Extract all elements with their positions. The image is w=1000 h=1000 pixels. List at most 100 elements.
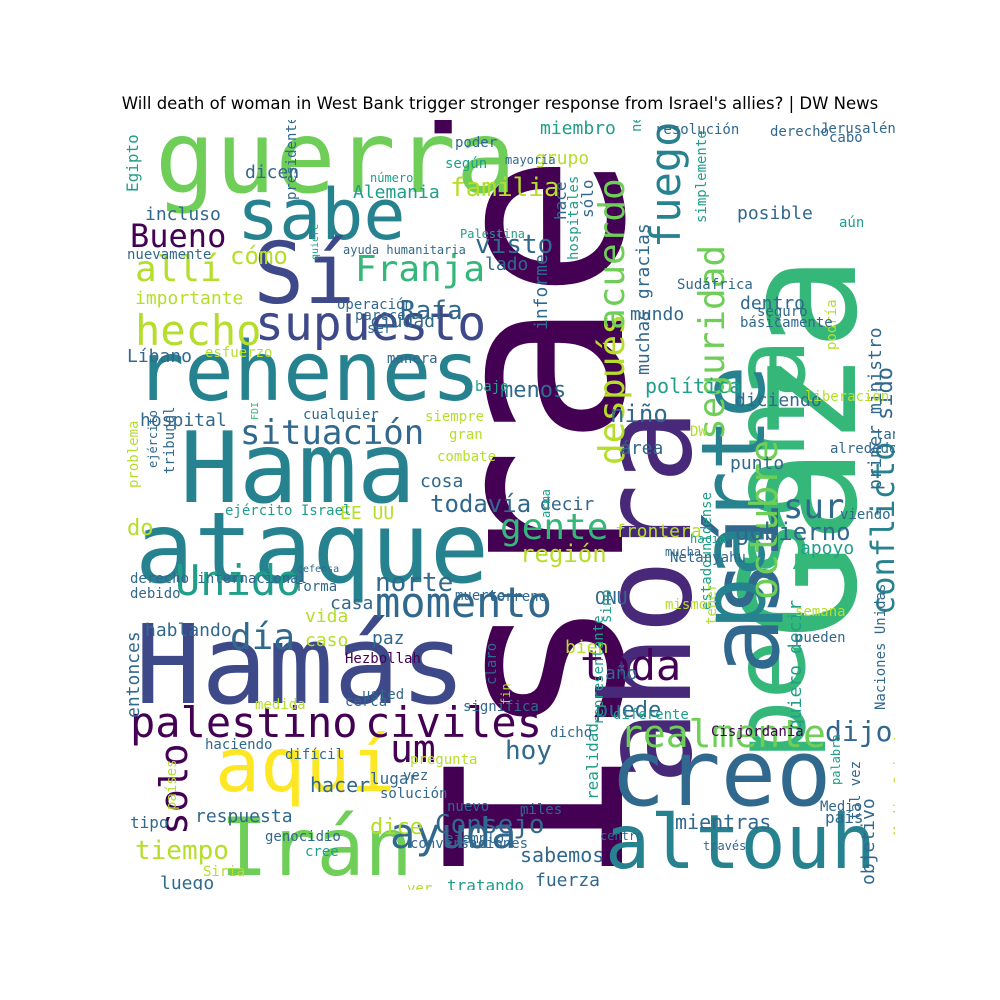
word-forma: forma	[295, 579, 338, 595]
word-mientras: mientras	[675, 810, 772, 834]
word-naciones-unidas: Naciones Unidas	[873, 583, 889, 710]
word-ayuda-humanitaria: ayuda humanitaria	[343, 243, 466, 257]
word-iran: Irán	[220, 801, 413, 890]
word-derecho-internacional: derecho internacional	[130, 571, 308, 587]
word-numero: número	[370, 171, 414, 185]
word-tiempo: tiempo	[135, 836, 229, 866]
word-seguro: seguro	[757, 304, 808, 320]
word-cisjordania: Cisjordania	[711, 724, 804, 740]
word-solucion: solución	[380, 786, 448, 802]
word-quiere: quiere	[310, 223, 321, 260]
word-ver: ver	[407, 881, 433, 890]
word-fdi: FDI	[250, 401, 261, 420]
word-punto: punto	[730, 453, 785, 474]
word-hablando: hablando	[145, 620, 232, 641]
word-terreno: terreno	[488, 589, 548, 605]
word-civiles: civiles	[365, 698, 543, 747]
word-casa: casa	[330, 593, 374, 614]
word-operacion: operación	[337, 297, 413, 313]
word-hoy: hoy	[505, 736, 552, 766]
word-cualquier: cualquier	[303, 407, 379, 423]
word-significa: significa	[463, 699, 539, 715]
word-presidente: presidente	[284, 120, 300, 200]
word-supuesto: supuesto	[255, 296, 487, 352]
word-bajo: bajo	[475, 379, 509, 395]
word-liberacion: liberación	[805, 389, 890, 405]
word-incluso: incluso	[145, 204, 221, 225]
word-ser: ser	[367, 321, 393, 337]
word-um: um	[390, 727, 436, 771]
word-vida: vida	[305, 606, 349, 627]
word-muerto: muerto	[455, 588, 506, 604]
word-toda: toda	[580, 641, 682, 690]
word-siempre: siempre	[425, 409, 485, 425]
word-caso: caso	[305, 630, 349, 651]
word-lugar: lugar	[370, 769, 419, 788]
word-ejercito: ejército	[146, 410, 160, 468]
word-alemania: Alemania	[353, 182, 440, 203]
word-ayuda: ayuda	[390, 809, 517, 858]
word-area: área	[620, 438, 664, 459]
word-do: do	[127, 516, 154, 541]
word-lado: lado	[485, 254, 529, 275]
word-conversaciones: conversaciones	[410, 836, 529, 852]
word-rehenes: rehenes	[135, 325, 481, 420]
word-solo-accent: sólo	[578, 179, 597, 218]
word-palestino: palestino	[130, 698, 358, 747]
word-hospital: hospital	[140, 410, 227, 431]
word-tan: tan	[875, 427, 895, 443]
word-informe: informe	[531, 254, 552, 330]
word-frontera: frontera	[615, 521, 702, 542]
word-luego: luego	[160, 873, 215, 891]
word-tratando: tratando	[447, 876, 525, 891]
word-momento: momento	[375, 578, 553, 627]
word-jerusalen: Jerusalén	[820, 121, 895, 137]
word-ejercito-israel: ejército Israel	[225, 503, 352, 519]
word-defensa: defensa	[297, 564, 340, 575]
word-palestina: Palestina	[460, 227, 526, 241]
word-hezbollah: Hezbollah	[345, 651, 421, 667]
word-debido: debido	[130, 586, 181, 602]
word-sur: sur	[783, 487, 845, 527]
word-todavia: todavía	[430, 490, 532, 518]
word-familia: familia	[450, 173, 560, 203]
word-acuerdo: acuerdo	[592, 178, 633, 330]
word-hama: Hama	[180, 412, 417, 526]
word-genocidio: genocidio	[265, 829, 341, 845]
word-ataque: ataque	[135, 492, 490, 606]
word-pueden: pueden	[795, 630, 846, 646]
word-importante: importante	[135, 288, 244, 309]
word-gran: gran	[449, 427, 483, 443]
word-netanyahu: Netanyahu	[670, 550, 746, 566]
word-ano: año	[605, 663, 638, 684]
word-dentro: dentro	[740, 293, 806, 314]
word-fin: fin	[499, 683, 513, 705]
word-respuesta: respuesta	[195, 806, 293, 827]
word-esfuerzo: esfuerzo	[205, 345, 273, 361]
word-medida: medida	[255, 697, 306, 713]
word-libano: Líbano	[127, 346, 193, 367]
word-gente: gente	[500, 507, 609, 548]
word-derecho: derecho	[770, 124, 830, 140]
word-cerca: cerca	[345, 694, 388, 710]
word-fuerza: fuerza	[535, 870, 601, 890]
word-rafa: Rafa	[400, 296, 463, 326]
word-mismo: mismo	[665, 597, 708, 613]
word-hospitales: hospitales	[566, 175, 582, 260]
word-alli: allí	[135, 249, 222, 290]
word-diferente: diferente	[613, 707, 689, 723]
word-region: región	[520, 540, 607, 568]
word-cabo: cabo	[829, 130, 863, 146]
word-simplemente: simplemente	[694, 130, 710, 223]
word-dificil: difícil	[285, 747, 345, 763]
word-pais: país	[825, 808, 864, 827]
word-decir: decir	[540, 494, 595, 515]
word-diciendo: diciendo	[735, 390, 822, 411]
word-puede: puede	[595, 698, 662, 723]
word-combate: combate	[437, 449, 497, 465]
word-basicamente: básicamente	[740, 315, 833, 331]
word-claro: claro	[484, 642, 500, 685]
word-bien: bien	[565, 637, 609, 658]
word-centro: centro	[600, 829, 644, 843]
word-cosa: cosa	[420, 471, 464, 492]
